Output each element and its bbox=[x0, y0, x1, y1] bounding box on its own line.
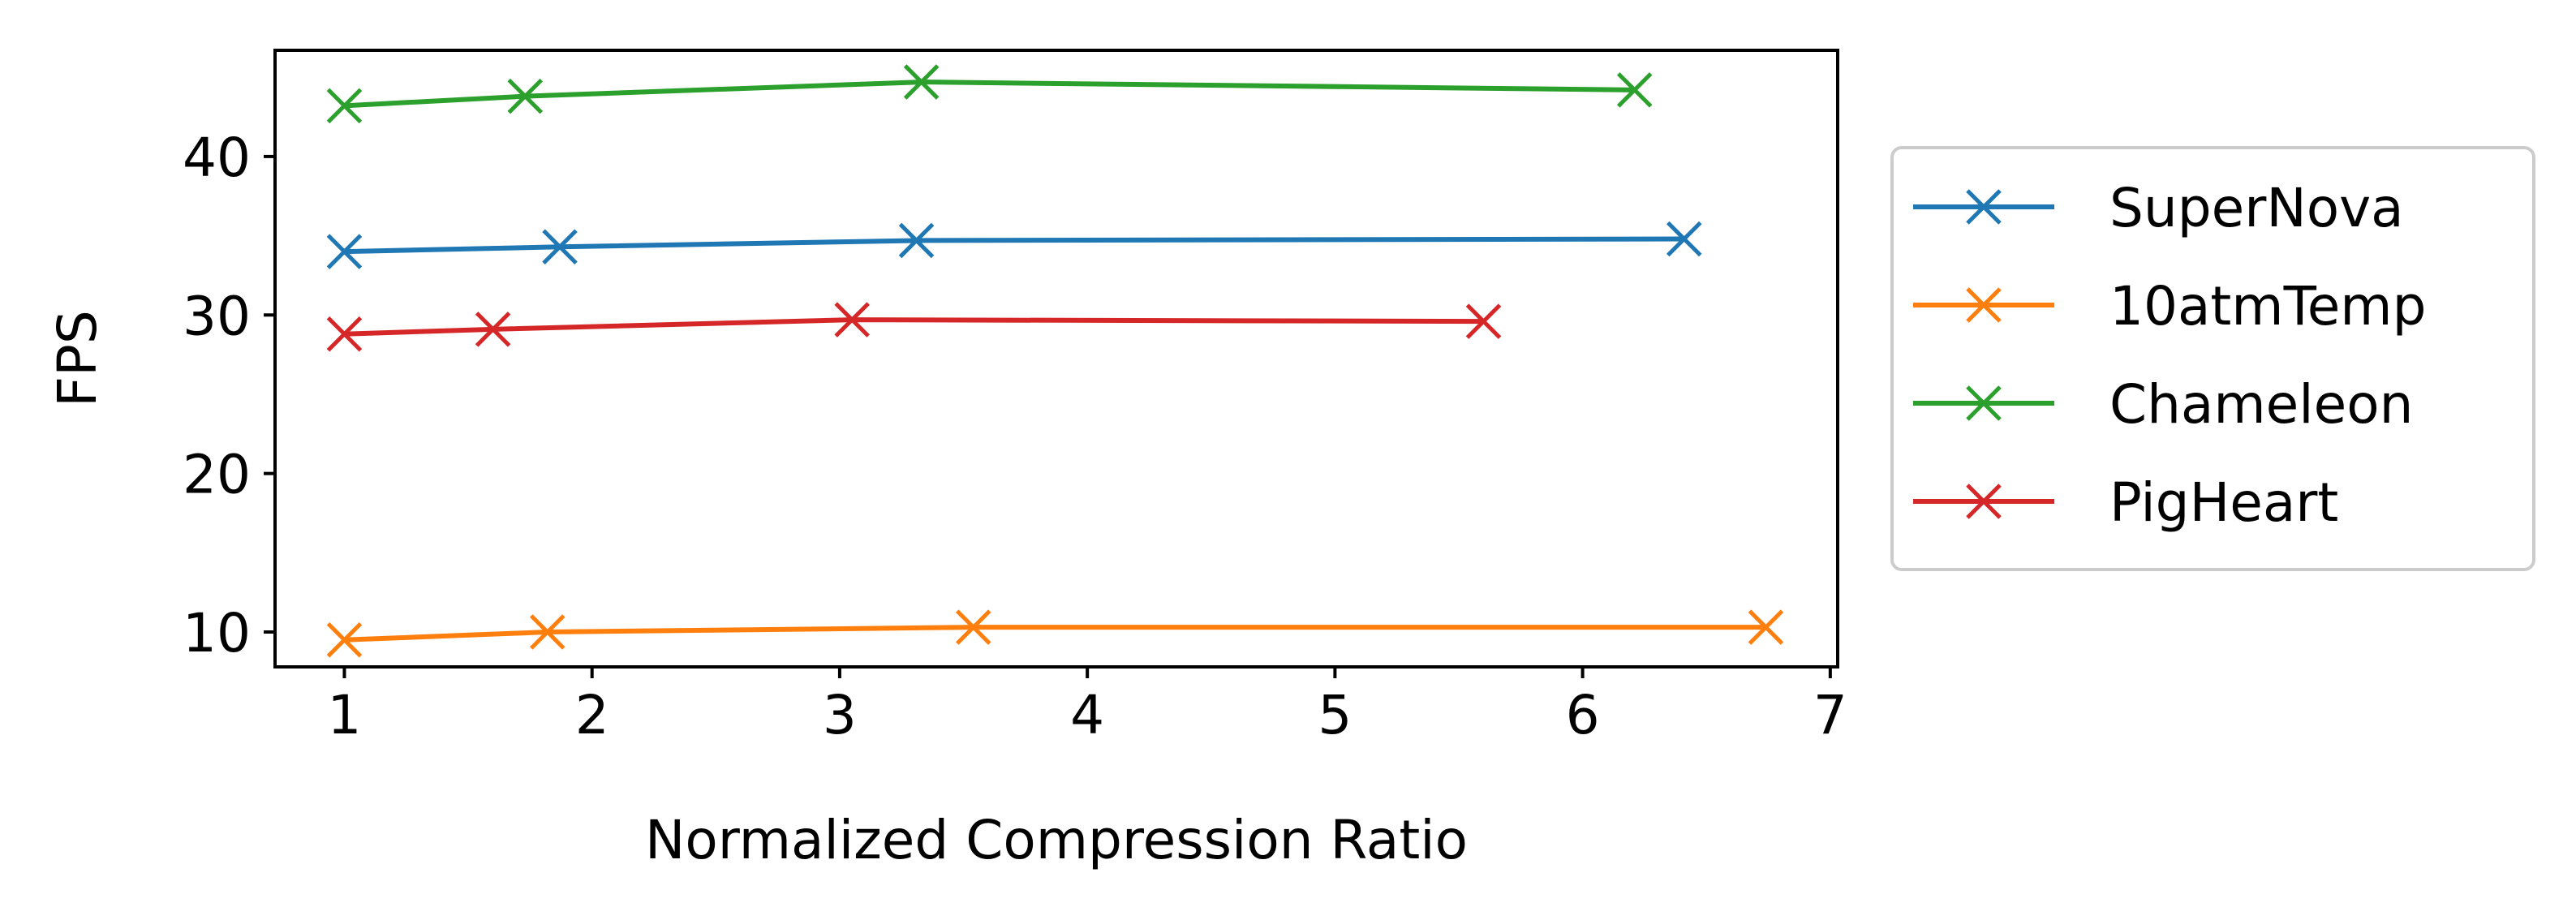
series-line bbox=[344, 80, 1635, 109]
series-pigheart bbox=[326, 302, 1502, 352]
legend-label: 10atmTemp bbox=[2109, 275, 2427, 337]
x-axis-label: Normalized Compression Ratio bbox=[645, 809, 1468, 871]
legend-label: SuperNova bbox=[2109, 177, 2404, 239]
data-point bbox=[326, 622, 363, 658]
legend-marker bbox=[1966, 287, 2002, 323]
data-point bbox=[475, 312, 511, 347]
series-line bbox=[344, 236, 1684, 255]
data-point bbox=[1465, 303, 1502, 339]
legend: SuperNova 10atmTemp Chameleon PigHeart bbox=[1890, 146, 2535, 571]
series-10atmtemp bbox=[326, 609, 1784, 658]
plot-area bbox=[326, 64, 1784, 658]
x-tick-label: 6 bbox=[1566, 684, 1600, 746]
legend-marker bbox=[1966, 484, 2002, 519]
legend-marker bbox=[1966, 385, 2002, 421]
y-tick-label: 30 bbox=[183, 285, 251, 347]
x-axis: 1 2 3 4 5 6 7 bbox=[327, 667, 1847, 746]
series-line bbox=[344, 625, 1766, 643]
legend-label: PigHeart bbox=[2109, 471, 2338, 534]
legend-box bbox=[1890, 146, 2535, 571]
data-point bbox=[542, 229, 578, 265]
data-point bbox=[834, 302, 870, 337]
data-point bbox=[1666, 221, 1702, 257]
data-point bbox=[507, 78, 544, 114]
y-axis-label: FPS bbox=[46, 310, 109, 407]
x-tick-label: 4 bbox=[1070, 684, 1104, 746]
x-tick-label: 7 bbox=[1813, 684, 1847, 746]
data-point bbox=[1748, 609, 1784, 645]
data-point bbox=[326, 316, 363, 352]
data-point bbox=[326, 88, 363, 124]
y-tick-label: 10 bbox=[183, 602, 251, 664]
legend-item-chameleon: Chameleon bbox=[1913, 373, 2413, 436]
y-tick-label: 40 bbox=[183, 127, 251, 189]
legend-item-supernova: SuperNova bbox=[1913, 177, 2404, 239]
x-tick-label: 5 bbox=[1318, 684, 1352, 746]
legend-marker bbox=[1966, 189, 2002, 225]
data-point bbox=[326, 234, 363, 269]
legend-label: Chameleon bbox=[2109, 373, 2413, 436]
data-point bbox=[529, 614, 566, 650]
data-point bbox=[898, 222, 935, 259]
data-point bbox=[903, 64, 940, 100]
x-tick-label: 3 bbox=[823, 684, 857, 746]
series-supernova bbox=[326, 221, 1702, 269]
legend-item-pigheart: PigHeart bbox=[1913, 471, 2338, 534]
legend-item-10atmtemp: 10atmTemp bbox=[1913, 275, 2427, 337]
axes-frame bbox=[273, 49, 1839, 669]
data-point bbox=[1616, 72, 1653, 108]
series-line bbox=[344, 317, 1484, 337]
x-tick-label: 2 bbox=[575, 684, 609, 746]
series-chameleon bbox=[326, 64, 1653, 124]
y-axis: 10 20 30 40 bbox=[183, 127, 275, 664]
data-point bbox=[955, 609, 991, 645]
x-tick-label: 1 bbox=[327, 684, 361, 746]
y-tick-label: 20 bbox=[183, 444, 251, 506]
